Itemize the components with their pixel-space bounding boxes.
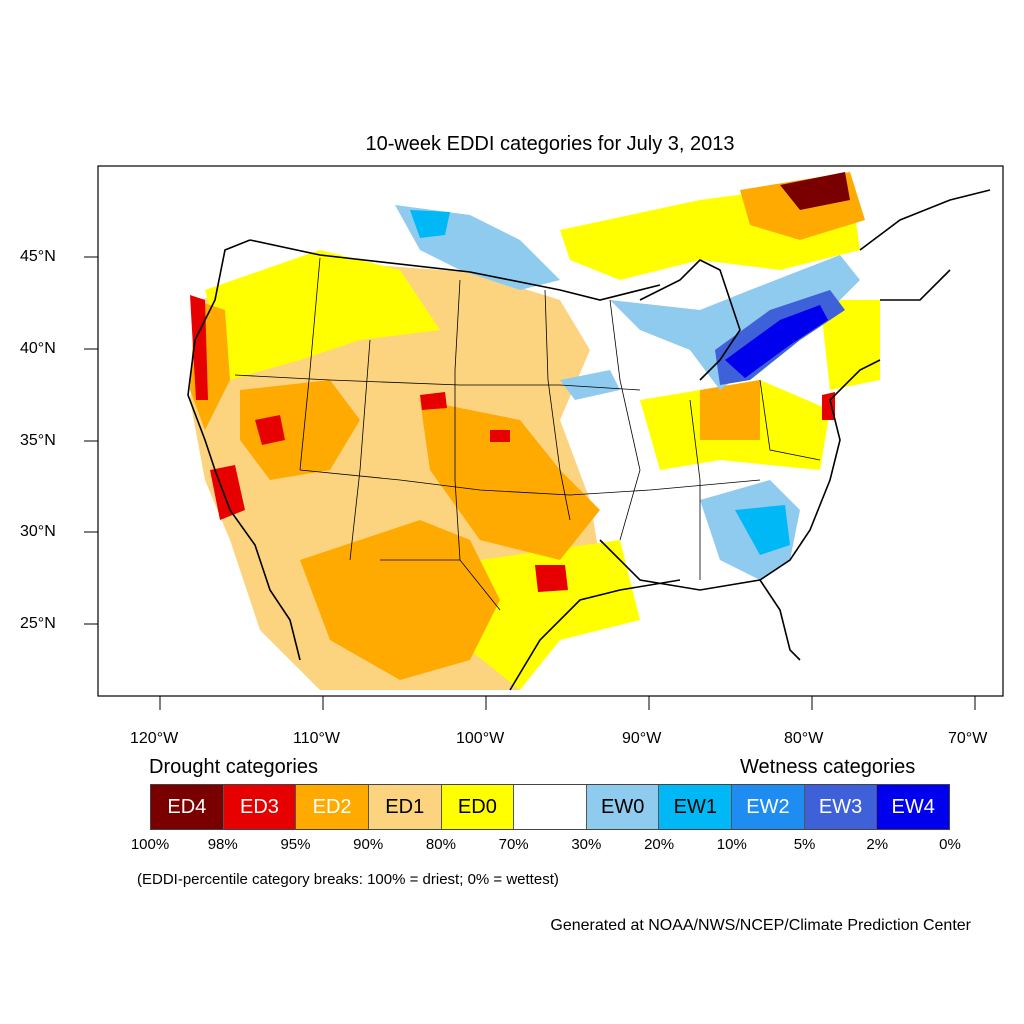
lon-label-100: 100°W	[456, 730, 505, 747]
ew1-region-north	[410, 210, 450, 238]
legend-box-ew3: EW3	[804, 785, 878, 829]
ed0-region-texas	[470, 540, 640, 690]
legend-box-ew1: EW1	[659, 785, 733, 829]
lon-label-120: 120°W	[130, 730, 179, 747]
lon-label-70: 70°W	[948, 730, 988, 747]
legend-box-neutral	[514, 785, 587, 829]
credit-line: Generated at NOAA/NWS/NCEP/Climate Predi…	[550, 917, 971, 934]
legend-break-label: 90%	[353, 836, 384, 853]
ed4-region-canada	[780, 172, 850, 210]
state-borders	[234, 257, 821, 611]
legend-box-ed0: ED0	[441, 785, 515, 829]
legend-box-ed2: ED2	[296, 785, 369, 829]
ed3-region-kansas	[490, 430, 510, 442]
drought-heading: Drought categories	[149, 756, 318, 778]
legend-box-ew2: EW2	[732, 785, 805, 829]
wetness-heading: Wetness categories	[740, 756, 916, 778]
ed3-region-nevada	[255, 415, 285, 445]
lat-ticks	[84, 256, 98, 625]
lat-label-30: 30°N	[20, 523, 56, 540]
ew4-region-great-lakes	[725, 305, 828, 378]
legend-break-label: 20%	[644, 836, 675, 853]
legend-break-label: 10%	[716, 836, 747, 853]
ed2-region-plains	[420, 400, 600, 560]
category-legend: ED4 ED3 ED2 ED1 ED0 EW0 EW1 EW2 EW3 EW4	[150, 784, 950, 830]
legend-break-label: 80%	[425, 836, 456, 853]
legend-box-ed3: ED3	[223, 785, 297, 829]
legend-box-ed1: ED1	[368, 785, 442, 829]
lon-label-110: 110°W	[293, 730, 341, 747]
legend-break-label: 0%	[939, 836, 961, 853]
legend-break-label: 30%	[571, 836, 602, 853]
ew1-region-southeast	[735, 505, 790, 555]
legend-box-ew0: EW0	[586, 785, 660, 829]
legend-break-label: 2%	[866, 836, 889, 853]
map-title: 10-week EDDI categories for July 3, 2013	[365, 133, 735, 155]
legend-box-ed4: ED4	[151, 785, 224, 829]
lat-label-25: 25°N	[20, 615, 56, 632]
lat-label-40: 40°N	[20, 340, 56, 357]
ed3-region-wyoming	[420, 392, 447, 410]
ed3-region-texas	[535, 565, 568, 592]
ew0-region-mississippi	[560, 370, 620, 400]
legend-box-ew4: EW4	[877, 785, 950, 829]
map-frame	[97, 165, 1004, 697]
lat-label-45: 45°N	[20, 248, 56, 265]
legend-break-label: 5%	[793, 836, 816, 853]
category-shading	[187, 172, 991, 691]
legend-break-label: 95%	[280, 836, 311, 853]
ed0-region-northwest	[205, 250, 440, 380]
legend-break-label: 100%	[130, 836, 170, 853]
lon-label-90: 90°W	[622, 730, 662, 747]
lat-label-35: 35°N	[20, 432, 56, 449]
ed2-region-ohio	[700, 380, 760, 440]
ed2-region-great-basin	[240, 380, 360, 480]
lon-label-80: 80°W	[784, 730, 824, 747]
legend-break-label: 98%	[207, 836, 238, 853]
lon-ticks	[159, 696, 976, 710]
legend-note: (EDDI-percentile category breaks: 100% =…	[137, 871, 559, 888]
ew0-region-great-lakes	[610, 255, 860, 390]
legend-break-label: 70%	[498, 836, 529, 853]
coastlines	[187, 189, 991, 691]
